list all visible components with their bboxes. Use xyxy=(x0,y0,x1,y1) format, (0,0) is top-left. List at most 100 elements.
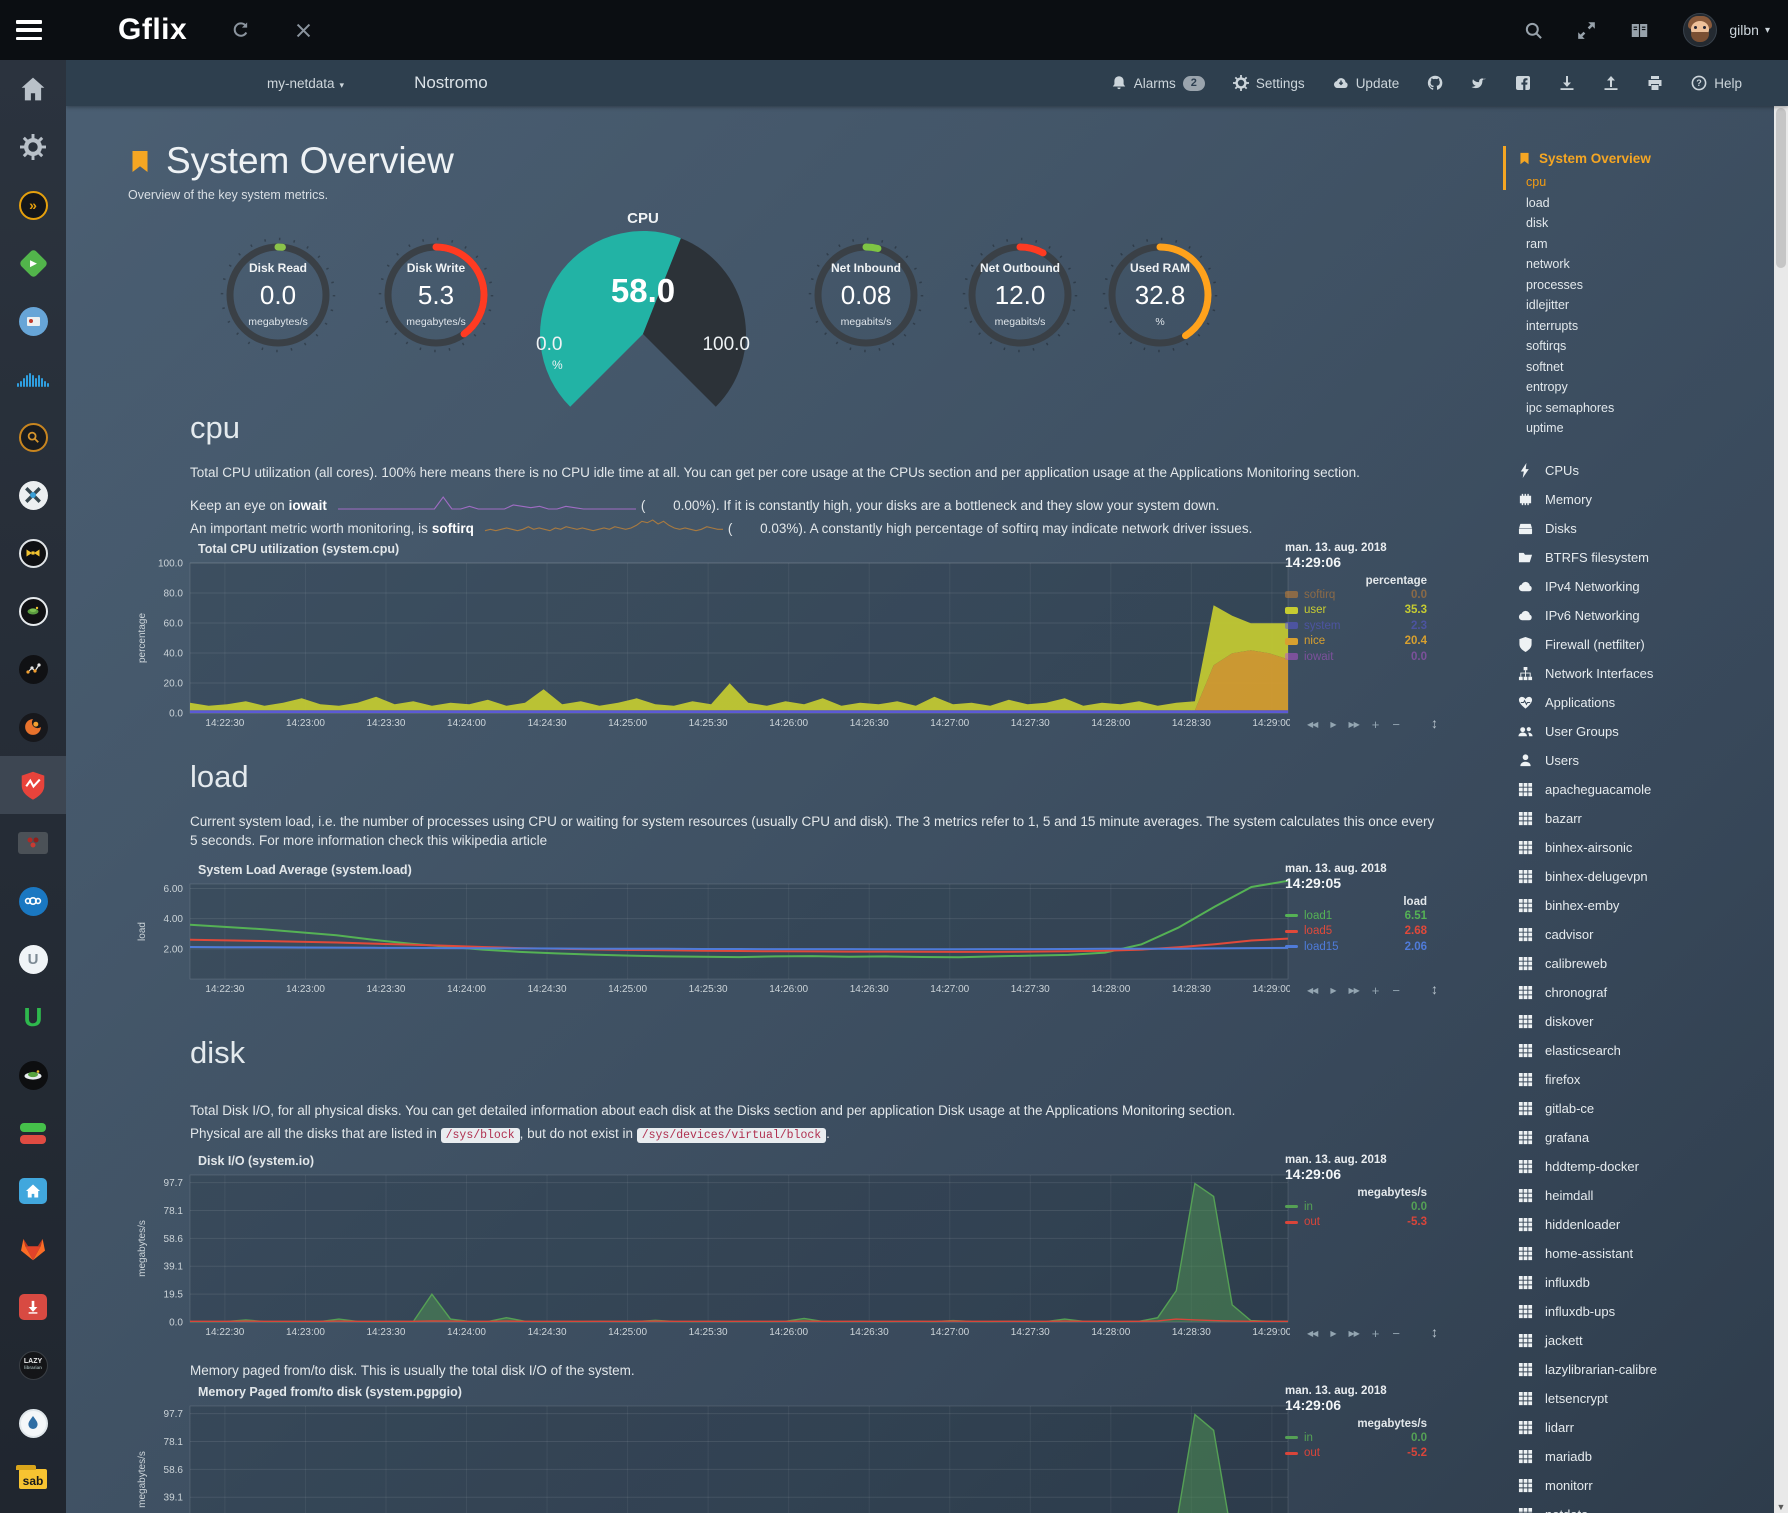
menu-app-diskover[interactable]: diskover xyxy=(1518,1007,1773,1036)
gauge-disk-read[interactable]: Disk Read0.0megabytes/s xyxy=(219,236,337,354)
menu-subitem-ipc-semaphores[interactable]: ipc semaphores xyxy=(1526,401,1773,422)
menu-section-cpus[interactable]: CPUs xyxy=(1518,456,1773,485)
menu-subitem-entropy[interactable]: entropy xyxy=(1526,380,1773,401)
legend-item-load15[interactable]: load152.06 xyxy=(1285,939,1427,955)
menu-section-users[interactable]: Users xyxy=(1518,746,1773,775)
dock-item-nextcloud[interactable] xyxy=(0,872,66,930)
rewind-button[interactable]: ◀◀ xyxy=(1307,1329,1317,1338)
scrollbar-down-arrow[interactable]: ▼ xyxy=(1774,1502,1788,1512)
legend-item-iowait[interactable]: iowait0.0 xyxy=(1285,649,1427,665)
menu-app-calibreweb[interactable]: calibreweb xyxy=(1518,949,1773,978)
menu-subitem-uptime[interactable]: uptime xyxy=(1526,421,1773,442)
menu-app-lazylibrarian-calibre[interactable]: lazylibrarian-calibre xyxy=(1518,1355,1773,1384)
menu-app-netdata[interactable]: netdata xyxy=(1518,1500,1773,1513)
dock-item-lazylibrarian[interactable]: LAZYlibrarian xyxy=(0,1336,66,1394)
dock-item-airsonic[interactable] xyxy=(0,350,66,408)
alarms-button[interactable]: Alarms 2 xyxy=(1111,75,1205,91)
zoom-in-button[interactable]: + xyxy=(1372,983,1380,998)
menu-app-firefox[interactable]: firefox xyxy=(1518,1065,1773,1094)
menu-section-applications[interactable]: Applications xyxy=(1518,688,1773,717)
gauge-used-ram[interactable]: Used RAM32.8% xyxy=(1101,236,1219,354)
menu-app-binhex-emby[interactable]: binhex-emby xyxy=(1518,891,1773,920)
dock-item-monitorr[interactable] xyxy=(0,1104,66,1162)
chart-system-load[interactable]: System Load Average (system.load)2.004.0… xyxy=(135,863,1485,997)
menu-section-btrfs-filesystem[interactable]: BTRFS filesystem xyxy=(1518,543,1773,572)
rewind-button[interactable]: ◀◀ xyxy=(1307,720,1317,729)
dock-item-saucer-app[interactable] xyxy=(0,1046,66,1104)
menu-app-hiddenloader[interactable]: hiddenloader xyxy=(1518,1210,1773,1239)
menu-app-apacheguacamole[interactable]: apacheguacamole xyxy=(1518,775,1773,804)
dock-item-plex[interactable]: » xyxy=(0,176,66,234)
menu-subitem-network[interactable]: network xyxy=(1526,257,1773,278)
dock-item-diskover[interactable] xyxy=(0,466,66,524)
menu-icon[interactable] xyxy=(16,20,46,40)
dock-item-emby[interactable]: ▶ xyxy=(0,234,66,292)
menu-section-network-interfaces[interactable]: Network Interfaces xyxy=(1518,659,1773,688)
dock-item-jackett[interactable] xyxy=(0,408,66,466)
menu-app-grafana[interactable]: grafana xyxy=(1518,1123,1773,1152)
menu-subitem-disk[interactable]: disk xyxy=(1526,216,1773,237)
menu-section-memory[interactable]: Memory xyxy=(1518,485,1773,514)
chart-system-pgpgio[interactable]: Memory Paged from/to disk (system.pgpgio… xyxy=(135,1385,1485,1513)
dock-item-home-assistant[interactable] xyxy=(0,1162,66,1220)
menu-section-system-overview[interactable]: System Overview xyxy=(1518,148,1773,168)
scrollbar-thumb[interactable] xyxy=(1776,108,1786,268)
resize-handle[interactable]: ↕ xyxy=(1431,981,1438,997)
menu-app-influxdb[interactable]: influxdb xyxy=(1518,1268,1773,1297)
resize-handle[interactable]: ↕ xyxy=(1431,1324,1438,1340)
chart-system-cpu[interactable]: Total CPU utilization (system.cpu)0.020.… xyxy=(135,542,1485,731)
legend-item-in[interactable]: in0.0 xyxy=(1285,1430,1427,1446)
facebook-button[interactable] xyxy=(1515,75,1531,91)
close-tab-icon[interactable] xyxy=(294,21,313,40)
chart-system-io[interactable]: Disk I/O (system.io)0.019.539.158.678.19… xyxy=(135,1154,1485,1340)
menu-app-heimdall[interactable]: heimdall xyxy=(1518,1181,1773,1210)
update-button[interactable]: Update xyxy=(1333,75,1400,91)
menu-subitem-idlejitter[interactable]: idlejitter xyxy=(1526,298,1773,319)
import-button[interactable] xyxy=(1559,75,1575,91)
menu-app-mariadb[interactable]: mariadb xyxy=(1518,1442,1773,1471)
gauge-net-outbound[interactable]: Net Outbound12.0megabits/s xyxy=(961,236,1079,354)
menu-section-firewall-netfilter-[interactable]: Firewall (netfilter) xyxy=(1518,630,1773,659)
dock-item-gitlab[interactable] xyxy=(0,1220,66,1278)
menu-app-gitlab-ce[interactable]: gitlab-ce xyxy=(1518,1094,1773,1123)
github-button[interactable] xyxy=(1427,75,1443,91)
menu-section-ipv4-networking[interactable]: IPv4 Networking xyxy=(1518,572,1773,601)
legend-item-load1[interactable]: load16.51 xyxy=(1285,908,1427,924)
zoom-out-button[interactable]: − xyxy=(1392,1326,1400,1341)
gauge-net-inbound[interactable]: Net Inbound0.08megabits/s xyxy=(807,236,925,354)
twitter-button[interactable] xyxy=(1471,75,1487,91)
dock-item-deluge[interactable] xyxy=(0,582,66,640)
dock-item-youtube-dl[interactable] xyxy=(0,1278,66,1336)
help-button[interactable]: Help xyxy=(1691,75,1742,91)
dock-item-settings[interactable] xyxy=(0,118,66,176)
dock-item-chronograf[interactable] xyxy=(0,640,66,698)
print-button[interactable] xyxy=(1647,75,1663,91)
menu-section-user-groups[interactable]: User Groups xyxy=(1518,717,1773,746)
changelog-icon[interactable] xyxy=(1630,21,1649,40)
menu-subitem-ram[interactable]: ram xyxy=(1526,237,1773,258)
menu-subitem-interrupts[interactable]: interrupts xyxy=(1526,319,1773,340)
export-button[interactable] xyxy=(1603,75,1619,91)
menu-section-ipv6-networking[interactable]: IPv6 Networking xyxy=(1518,601,1773,630)
menu-app-home-assistant[interactable]: home-assistant xyxy=(1518,1239,1773,1268)
menu-app-monitorr[interactable]: monitorr xyxy=(1518,1471,1773,1500)
menu-app-bazarr[interactable]: bazarr xyxy=(1518,804,1773,833)
dock-item-bowtie-app[interactable] xyxy=(0,524,66,582)
legend-item-user[interactable]: user35.3 xyxy=(1285,603,1427,619)
fullscreen-icon[interactable] xyxy=(1577,21,1596,40)
zoom-out-button[interactable]: − xyxy=(1392,983,1400,998)
menu-app-jackett[interactable]: jackett xyxy=(1518,1326,1773,1355)
menu-app-lidarr[interactable]: lidarr xyxy=(1518,1413,1773,1442)
menu-app-binhex-delugevpn[interactable]: binhex-delugevpn xyxy=(1518,862,1773,891)
user-avatar[interactable] xyxy=(1683,13,1717,47)
forward-button[interactable]: ▶▶ xyxy=(1348,1329,1358,1338)
scrollbar-track[interactable]: ▼ xyxy=(1774,106,1788,1513)
dock-item-home[interactable] xyxy=(0,60,66,118)
username[interactable]: gilbn xyxy=(1729,22,1759,38)
resize-handle[interactable]: ↕ xyxy=(1431,715,1438,731)
dock-item-netdata[interactable] xyxy=(0,756,66,814)
refresh-icon[interactable] xyxy=(231,21,250,40)
menu-section-disks[interactable]: Disks xyxy=(1518,514,1773,543)
legend-item-system[interactable]: system2.3 xyxy=(1285,618,1427,634)
menu-subitem-load[interactable]: load xyxy=(1526,196,1773,217)
